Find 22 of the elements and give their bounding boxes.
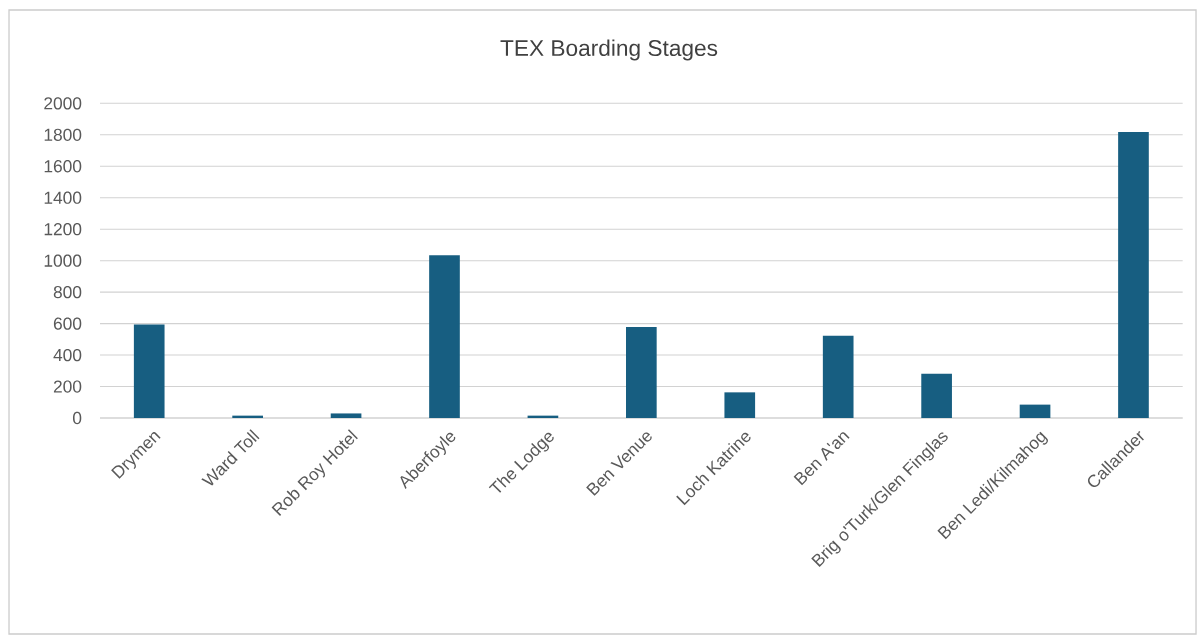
y-tick-label: 1400 <box>44 191 82 204</box>
bar <box>626 327 657 418</box>
y-tick-label: 1800 <box>44 128 82 141</box>
y-tick-label: 200 <box>53 380 82 393</box>
bar <box>1118 131 1149 418</box>
y-tick-label: 600 <box>53 317 82 330</box>
bar <box>822 335 854 418</box>
bar <box>1019 404 1051 418</box>
bar <box>330 413 362 418</box>
y-tick-label: 1200 <box>44 223 82 236</box>
y-tick-label: 1000 <box>44 254 82 267</box>
bar <box>724 392 756 418</box>
bar <box>921 373 952 418</box>
y-tick-label: 1600 <box>44 160 82 173</box>
y-tick-label: 2000 <box>44 97 82 110</box>
chart-title: TEX Boarding Stages <box>500 39 718 61</box>
y-tick-label: 0 <box>72 411 82 425</box>
y-tick-label: 800 <box>53 285 82 299</box>
bar <box>429 255 460 418</box>
bar <box>133 324 165 418</box>
x-tick-label: Ben A'an <box>793 432 850 486</box>
y-tick-label: 400 <box>53 348 82 362</box>
